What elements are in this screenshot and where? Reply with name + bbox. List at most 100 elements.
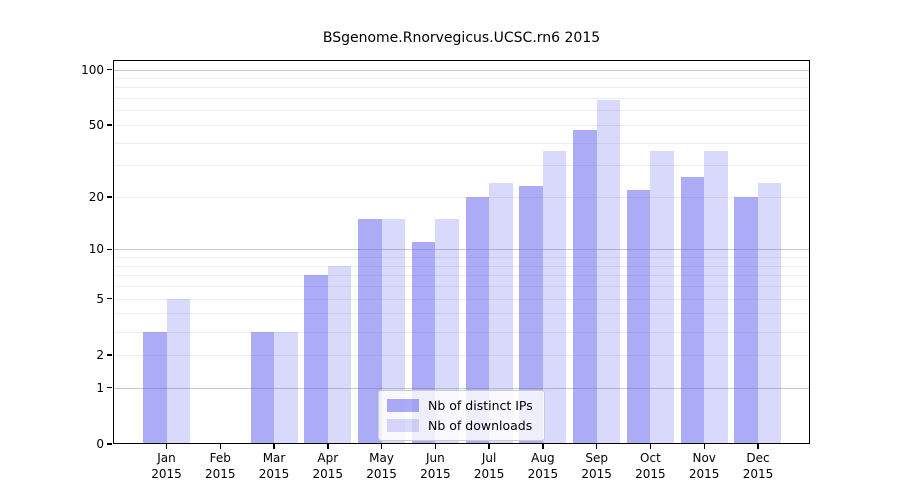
- gridline-major-100: [113, 69, 810, 71]
- year-label: 2015: [635, 467, 666, 481]
- legend-row-nb-of-distinct-ips: Nb of distinct IPs: [387, 398, 533, 413]
- year-label: 2015: [312, 467, 344, 481]
- gridline-major-1: [113, 387, 810, 389]
- x-tick-may: [380, 444, 383, 449]
- year-label: 2015: [742, 467, 774, 481]
- year-label: 2015: [151, 467, 182, 481]
- gridline-minor-9: [113, 257, 810, 259]
- x-tick-label-jan: Jan 2015: [135, 450, 199, 482]
- x-tick-dec: [757, 444, 759, 449]
- year-label: 2015: [581, 467, 612, 481]
- month-label: Feb: [209, 451, 231, 465]
- bar-nb-of-downloads-dec: [757, 182, 782, 444]
- bar-nb-of-distinct-ips-apr: [304, 275, 328, 444]
- x-tick-jul: [488, 444, 490, 449]
- x-tick-sep: [595, 444, 598, 449]
- bar-nb-of-downloads-jun: [435, 219, 459, 444]
- x-tick-label-jul: Jul 2015: [457, 450, 521, 482]
- gridline-minor-70: [113, 98, 810, 100]
- year-label: 2015: [420, 467, 451, 481]
- plot-area: [113, 60, 810, 444]
- x-tick-aug: [542, 444, 544, 449]
- y-tick-label-100: 100: [81, 62, 104, 77]
- month-label: Nov: [692, 451, 716, 465]
- x-tick-jan: [165, 444, 168, 449]
- y-tick-label-10: 10: [88, 242, 104, 257]
- gridline-minor-3: [113, 331, 810, 333]
- y-tick-1: [107, 387, 112, 389]
- year-label: 2015: [473, 467, 505, 481]
- bar-nb-of-downloads-mar: [274, 331, 298, 444]
- bar-nb-of-distinct-ips-nov: [680, 176, 705, 444]
- x-tick-oct: [649, 444, 652, 449]
- gridline-minor-80: [113, 87, 810, 89]
- year-label: 2015: [258, 467, 290, 481]
- month-label: May: [369, 451, 394, 465]
- x-tick-label-aug: Aug 2015: [511, 450, 575, 482]
- y-tick-0: [107, 443, 112, 445]
- bar-nb-of-distinct-ips-dec: [734, 196, 758, 444]
- gridline-minor-90: [113, 77, 810, 79]
- x-tick-label-jun: Jun 2015: [403, 450, 467, 482]
- bar-nb-of-distinct-ips-jul: [465, 196, 490, 444]
- y-tick-label-0: 0: [96, 437, 104, 451]
- month-label: Jan: [157, 451, 176, 465]
- bar-nb-of-distinct-ips-mar: [250, 331, 275, 444]
- gridline-minor-6: [113, 286, 810, 288]
- year-label: 2015: [366, 467, 397, 481]
- bar-nb-of-downloads-sep: [596, 100, 621, 444]
- x-tick-label-sep: Sep 2015: [565, 450, 629, 482]
- y-tick-20: [107, 196, 112, 198]
- legend-swatch-nb-of-distinct-ips: [387, 399, 419, 412]
- y-tick-label-1: 1: [96, 380, 104, 395]
- chart-title: BSgenome.Rnorvegicus.UCSC.rn6 2015: [322, 30, 601, 46]
- x-tick-nov: [703, 444, 705, 449]
- x-tick-label-oct: Oct 2015: [618, 450, 682, 482]
- bar-nb-of-distinct-ips-sep: [573, 129, 597, 444]
- x-tick-label-mar: Mar 2015: [242, 450, 306, 482]
- legend-label-nb-of-downloads: Nb of downloads: [428, 418, 533, 433]
- legend-swatch-nb-of-downloads: [387, 419, 419, 432]
- month-label: Oct: [640, 451, 661, 465]
- y-tick-label-20: 20: [88, 189, 104, 204]
- y-tick-100: [107, 68, 112, 71]
- x-tick-apr: [327, 444, 329, 449]
- gridline-minor-2: [113, 354, 810, 356]
- month-label: Mar: [262, 451, 286, 465]
- x-tick-label-nov: Nov 2015: [672, 450, 736, 482]
- bar-nb-of-downloads-may: [381, 219, 406, 444]
- gridline-minor-40: [113, 142, 810, 144]
- bar-nb-of-downloads-nov: [704, 150, 728, 444]
- y-tick-5: [107, 297, 112, 300]
- y-tick-label-2: 2: [96, 347, 104, 362]
- month-label: Jun: [425, 451, 445, 465]
- gridline-minor-5: [113, 298, 810, 300]
- x-tick-label-dec: Dec 2015: [726, 450, 790, 482]
- gridline-minor-7: [113, 275, 810, 277]
- year-label: 2015: [527, 467, 559, 481]
- month-label: Dec: [746, 451, 770, 465]
- bar-nb-of-downloads-jan: [166, 298, 190, 444]
- legend-label-nb-of-distinct-ips: Nb of distinct IPs: [428, 398, 533, 413]
- bar-nb-of-distinct-ips-jan: [143, 331, 167, 444]
- gridline-minor-50: [113, 124, 810, 126]
- bar-nb-of-downloads-apr: [327, 265, 352, 444]
- bar-nb-of-distinct-ips-aug: [519, 186, 543, 444]
- gridline-minor-4: [113, 313, 810, 315]
- y-tick-10: [107, 248, 112, 251]
- legend: Nb of distinct IPs Nb of downloads: [378, 390, 545, 441]
- month-label: Jul: [481, 451, 497, 465]
- x-tick-label-apr: Apr 2015: [296, 450, 360, 482]
- gridline-minor-60: [113, 110, 810, 112]
- x-tick-mar: [273, 444, 275, 449]
- y-tick-50: [107, 124, 112, 126]
- month-label: Sep: [585, 451, 608, 465]
- bar-nb-of-downloads-jul: [489, 182, 513, 444]
- gridline-minor-8: [113, 265, 810, 267]
- x-tick-jun: [434, 444, 437, 449]
- y-tick-2: [107, 354, 112, 356]
- month-label: Apr: [317, 451, 339, 465]
- bar-nb-of-distinct-ips-may: [358, 219, 382, 444]
- bar-nb-of-distinct-ips-oct: [626, 189, 651, 444]
